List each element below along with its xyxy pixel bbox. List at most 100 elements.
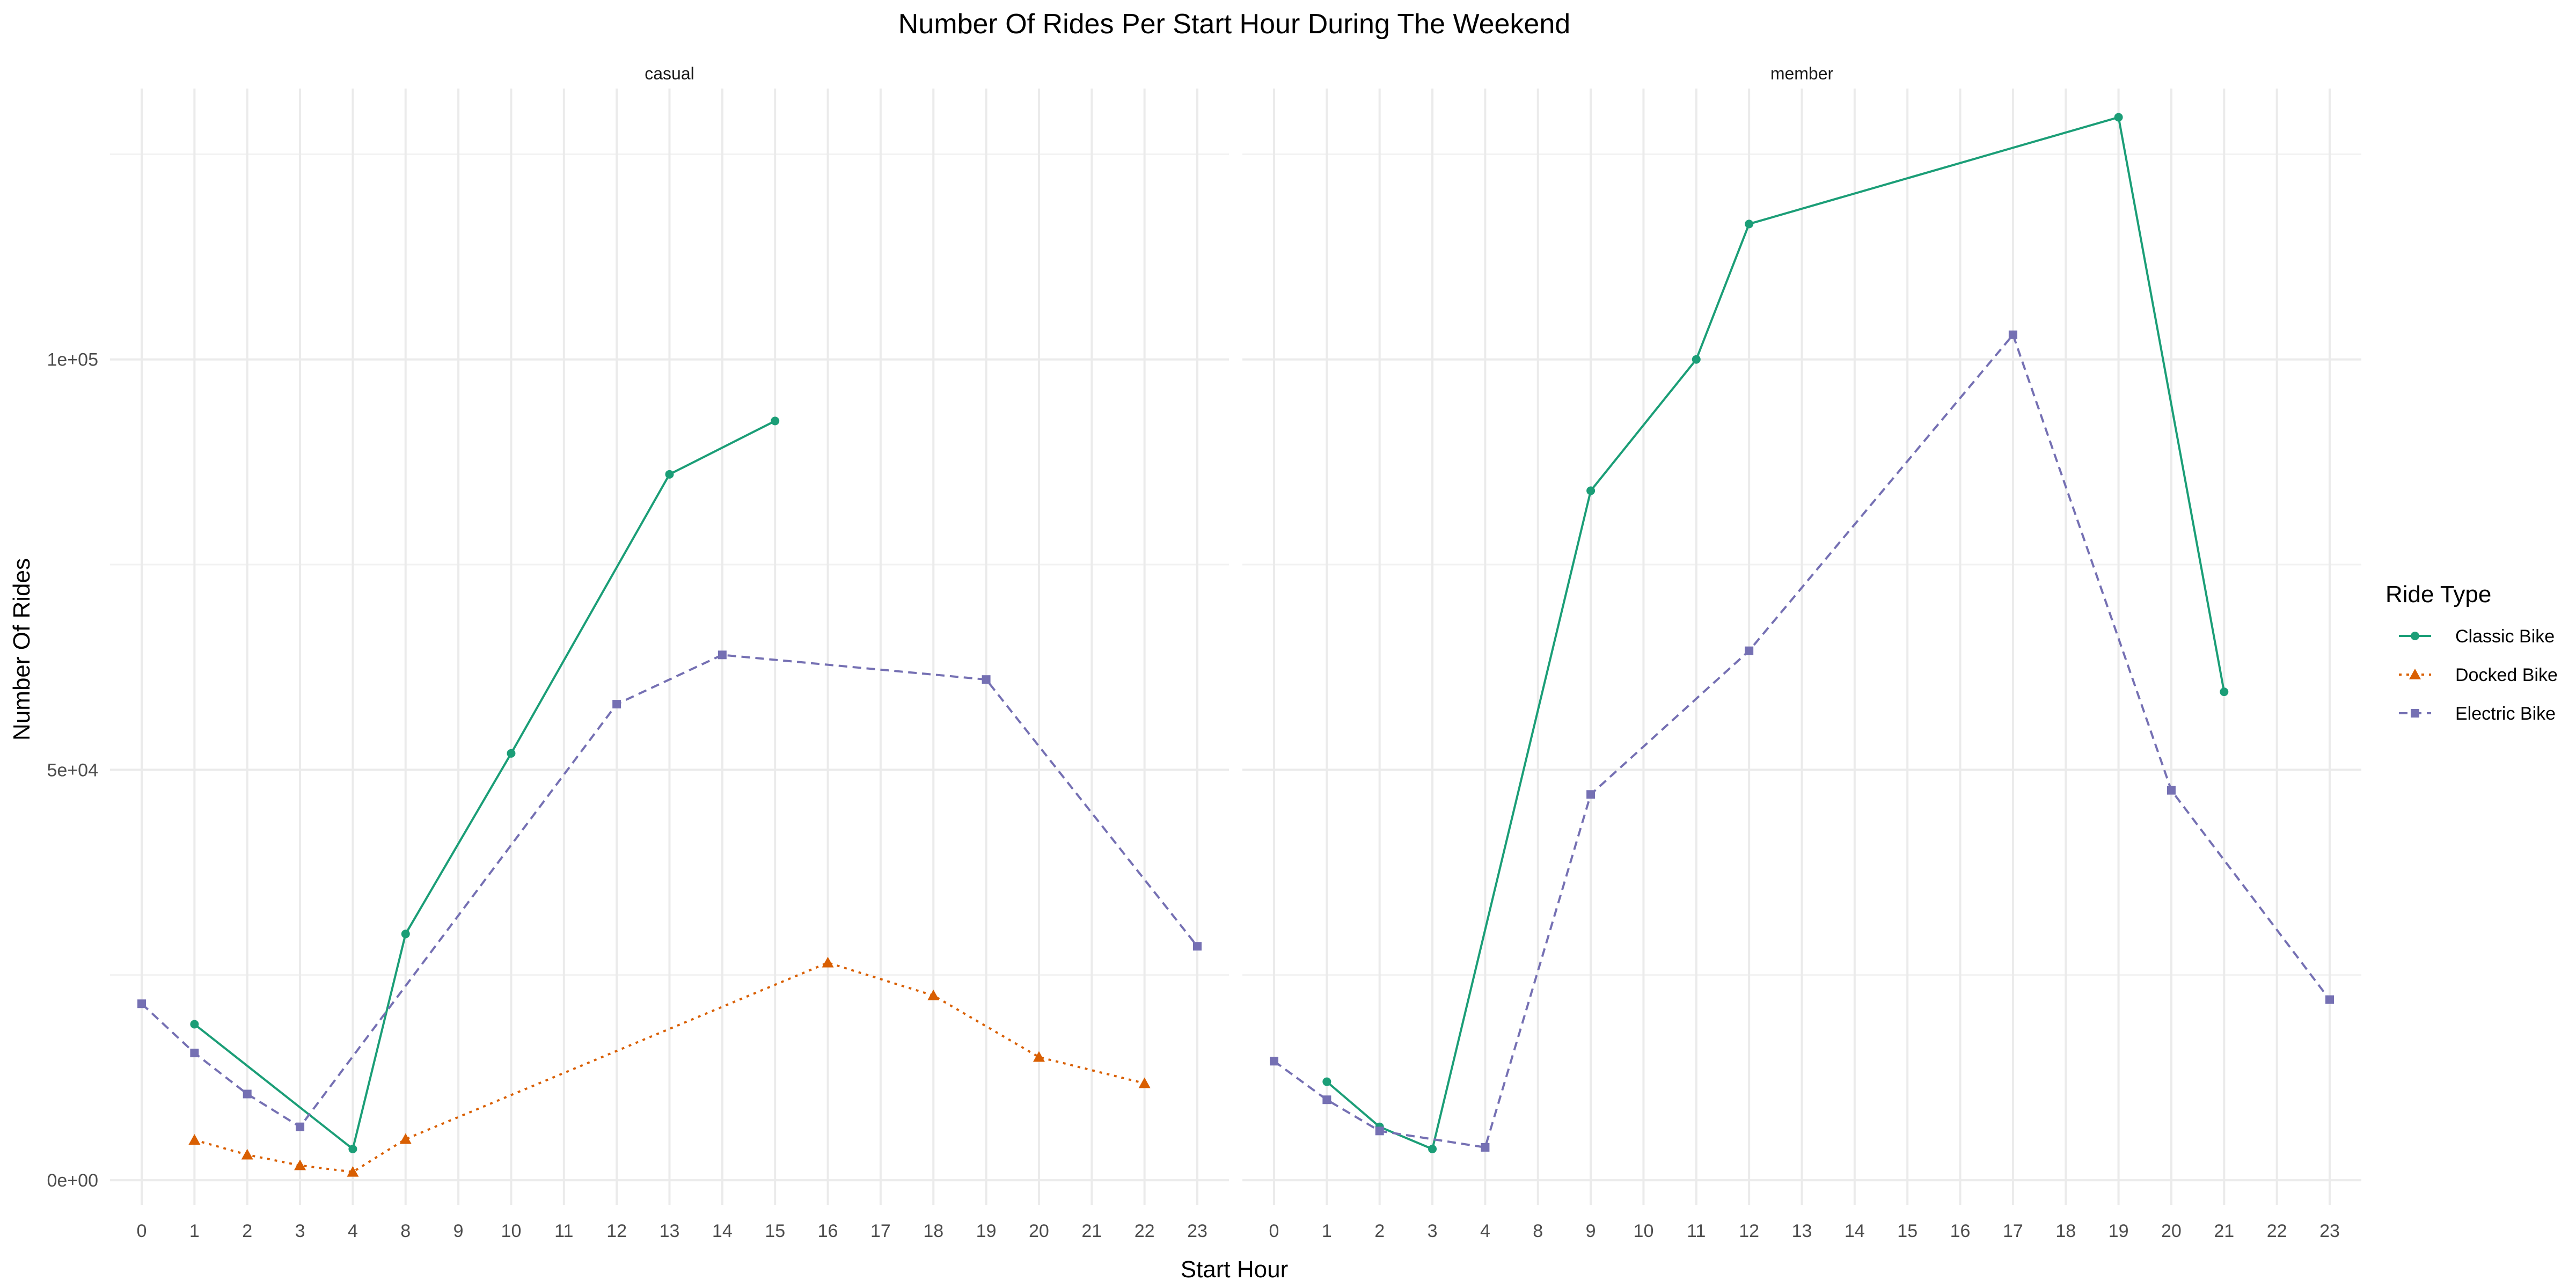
data-point — [822, 956, 834, 968]
x-tick-label: 20 — [2161, 1221, 2182, 1241]
data-point — [190, 1049, 199, 1058]
x-tick-label: 11 — [554, 1221, 573, 1241]
x-tick-label: 10 — [1634, 1221, 1654, 1241]
x-tick-label: 13 — [1792, 1221, 1812, 1241]
legend-item-docked-bike: Docked Bike — [2399, 665, 2558, 685]
data-point — [2325, 995, 2334, 1004]
data-point — [2220, 687, 2229, 697]
series-line — [194, 961, 1145, 1173]
y-tick-label: 5e+04 — [47, 760, 99, 780]
legend-item-electric-bike: Electric Bike — [2399, 704, 2556, 724]
x-tick-label: 16 — [1950, 1221, 1971, 1241]
data-point — [1692, 355, 1701, 364]
data-point — [296, 1122, 305, 1131]
x-tick-label: 0 — [137, 1221, 147, 1241]
data-point — [1322, 1077, 1331, 1086]
data-point — [982, 675, 991, 684]
data-point — [294, 1159, 306, 1170]
data-point — [1322, 1095, 1331, 1104]
x-tick-label: 12 — [606, 1221, 627, 1241]
data-point — [1586, 790, 1596, 799]
x-tick-label: 9 — [1586, 1221, 1596, 1241]
x-tick-label: 17 — [870, 1221, 891, 1241]
x-tick-label: 15 — [1897, 1221, 1918, 1241]
data-point — [1192, 942, 1202, 951]
x-tick-label: 20 — [1029, 1221, 1049, 1241]
data-point — [348, 1145, 357, 1153]
data-point — [1745, 646, 1754, 655]
legend-key-marker — [2409, 669, 2421, 679]
data-point — [137, 999, 147, 1008]
x-tick-label: 1 — [1322, 1221, 1332, 1241]
x-axis-title: Start Hour — [1181, 1256, 1289, 1283]
legend-key-marker — [2411, 632, 2419, 640]
x-tick-label: 14 — [712, 1221, 733, 1241]
data-point — [718, 650, 727, 660]
data-point — [1481, 1143, 1490, 1152]
data-point — [1033, 1051, 1045, 1062]
x-tick-label: 14 — [1845, 1221, 1865, 1241]
legend-label: Electric Bike — [2455, 704, 2556, 724]
series-classic-bike — [190, 416, 780, 1153]
legend-key-marker — [2411, 709, 2419, 718]
data-point — [243, 1089, 252, 1099]
data-point — [1586, 486, 1596, 495]
legend-label: Docked Bike — [2455, 665, 2558, 685]
data-point — [188, 1134, 201, 1145]
data-point — [1375, 1126, 1384, 1136]
chart-title: Number Of Rides Per Start Hour During Th… — [898, 9, 1570, 40]
legend-label: Classic Bike — [2455, 626, 2555, 647]
panel-member: 0 1 2 3 4 8 9 10 11 12 13 14 15 16 17 18 19 20 21 22 23membe… — [1242, 64, 2361, 1241]
legend-title: Ride Type — [2385, 581, 2491, 608]
data-point — [1745, 219, 1754, 229]
legend-item-classic-bike: Classic Bike — [2399, 626, 2555, 647]
data-point — [507, 749, 516, 758]
series-line — [1326, 116, 2226, 1150]
data-point — [665, 470, 674, 479]
x-tick-label: 15 — [765, 1221, 785, 1241]
series-line — [141, 654, 1198, 1128]
x-tick-label: 18 — [2055, 1221, 2076, 1241]
data-point — [401, 930, 410, 939]
panel-casual: 0 1 2 3 4 8 9 10 11 12 13 14 15 16 17 18 19 20 21 22 230e+00… — [47, 64, 1229, 1241]
data-point — [399, 1133, 412, 1144]
x-tick-label: 3 — [1428, 1221, 1438, 1241]
data-point — [612, 700, 621, 709]
series-docked-bike — [188, 956, 1151, 1177]
data-point — [2114, 113, 2123, 122]
x-tick-label: 18 — [923, 1221, 943, 1241]
series-line — [194, 420, 776, 1150]
x-tick-label: 4 — [348, 1221, 358, 1241]
y-tick-label: 1e+05 — [47, 350, 99, 370]
data-point — [1428, 1145, 1437, 1153]
x-tick-label: 10 — [501, 1221, 522, 1241]
data-point — [927, 990, 940, 1000]
x-tick-label: 12 — [1739, 1221, 1759, 1241]
data-point — [771, 416, 780, 426]
x-tick-label: 19 — [2109, 1221, 2129, 1241]
panel-label-casual: casual — [645, 64, 694, 83]
data-point — [190, 1020, 199, 1029]
x-tick-label: 22 — [1135, 1221, 1155, 1241]
x-tick-label: 3 — [295, 1221, 305, 1241]
data-point — [1138, 1077, 1151, 1088]
y-tick-label: 0e+00 — [47, 1170, 99, 1191]
x-tick-label: 22 — [2267, 1221, 2287, 1241]
x-tick-label: 2 — [242, 1221, 252, 1241]
x-tick-label: 1 — [189, 1221, 200, 1241]
x-tick-label: 9 — [453, 1221, 464, 1241]
x-tick-label: 8 — [1533, 1221, 1543, 1241]
x-tick-label: 2 — [1374, 1221, 1385, 1241]
panel-label-member: member — [1770, 64, 1834, 83]
x-tick-label: 21 — [1081, 1221, 1102, 1241]
x-tick-label: 16 — [818, 1221, 838, 1241]
x-tick-label: 8 — [400, 1221, 411, 1241]
legend: Ride Type Classic Bike Docked Bike Electri… — [2385, 581, 2558, 724]
x-tick-label: 23 — [2319, 1221, 2340, 1241]
data-point — [2167, 786, 2176, 795]
x-tick-label: 23 — [1187, 1221, 1208, 1241]
x-tick-label: 11 — [1687, 1221, 1706, 1241]
data-point — [347, 1166, 359, 1177]
